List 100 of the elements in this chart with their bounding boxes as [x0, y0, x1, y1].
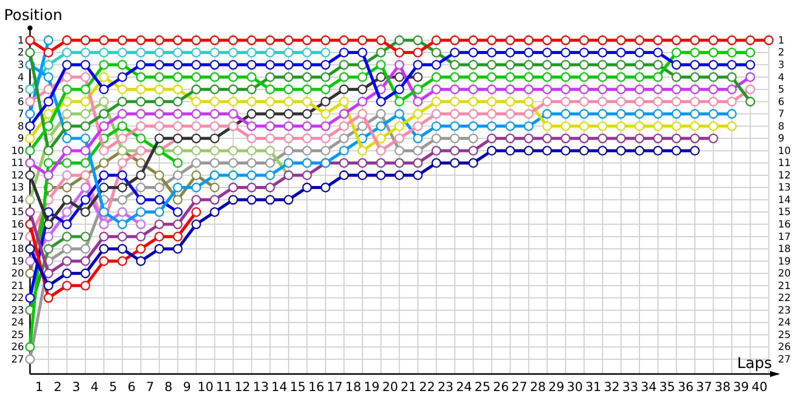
y2-tick-label: 8: [778, 121, 784, 132]
point: [376, 134, 386, 144]
point: [172, 146, 183, 156]
point: [431, 60, 442, 70]
point: [726, 60, 737, 70]
point: [62, 280, 72, 290]
point: [598, 72, 608, 82]
point: [505, 134, 516, 144]
point: [579, 72, 589, 82]
point: [25, 268, 35, 278]
point: [25, 146, 35, 156]
point: [44, 121, 54, 131]
point: [339, 170, 349, 180]
point: [25, 158, 35, 168]
y2-tick-label: 21: [778, 280, 791, 292]
x-tick-label: 10: [198, 378, 214, 394]
point: [154, 134, 164, 144]
point: [99, 121, 109, 131]
point: [339, 121, 349, 131]
point: [210, 182, 220, 192]
point: [358, 121, 368, 131]
point: [579, 84, 589, 94]
point: [542, 48, 552, 58]
point: [265, 96, 275, 106]
point: [62, 109, 72, 119]
x-tick-label: 11: [216, 378, 232, 394]
point: [246, 96, 256, 106]
point: [44, 158, 54, 168]
point: [708, 72, 718, 82]
point: [228, 72, 238, 82]
point: [708, 48, 718, 58]
point: [339, 72, 349, 82]
point: [468, 146, 478, 156]
point: [320, 60, 330, 70]
point: [394, 109, 404, 119]
point: [339, 96, 349, 106]
y2-tick-label: 17: [778, 232, 791, 243]
point: [44, 293, 54, 303]
point: [25, 354, 35, 364]
point: [634, 121, 644, 131]
point: [634, 48, 644, 58]
x-tick-label: 4: [90, 378, 99, 394]
point: [376, 146, 386, 156]
point: [99, 109, 109, 119]
y2-tick-label: 13: [778, 182, 791, 194]
point: [99, 84, 109, 94]
y2-tick-label: 12: [778, 170, 791, 182]
x-tick-label: 19: [364, 378, 380, 394]
point: [25, 48, 35, 58]
point: [191, 170, 202, 180]
point: [672, 96, 682, 106]
point: [745, 84, 756, 94]
point: [191, 194, 202, 205]
point: [468, 84, 478, 94]
point: [154, 60, 164, 70]
point: [302, 109, 312, 119]
point: [690, 96, 700, 106]
point: [450, 121, 460, 131]
point: [99, 146, 109, 156]
point: [302, 146, 312, 156]
point: [44, 232, 54, 242]
point: [154, 194, 164, 205]
y-tick-label: 23: [11, 305, 24, 316]
point: [99, 35, 109, 46]
point: [80, 35, 90, 46]
point: [44, 48, 54, 58]
point: [80, 194, 90, 205]
point: [25, 342, 35, 352]
point: [376, 170, 386, 180]
point: [320, 48, 330, 58]
point: [44, 96, 54, 106]
point: [154, 207, 164, 217]
point: [690, 72, 700, 82]
point: [634, 96, 644, 106]
point: [246, 84, 256, 94]
point: [672, 146, 682, 156]
point: [284, 96, 294, 106]
point: [413, 48, 423, 58]
point: [25, 194, 35, 205]
point: [154, 182, 164, 192]
point: [431, 35, 442, 46]
point: [302, 72, 312, 82]
point: [505, 96, 516, 106]
y2-tick-label: 22: [778, 293, 791, 304]
point: [320, 84, 330, 94]
point: [99, 48, 109, 58]
point: [358, 158, 368, 168]
point: [560, 60, 570, 70]
x-tick-label: 27: [511, 378, 528, 394]
point: [745, 72, 756, 82]
point: [524, 121, 534, 131]
point: [302, 60, 312, 70]
point: [246, 170, 256, 180]
point: [62, 268, 72, 278]
point: [25, 109, 35, 119]
x-tick-label: 37: [696, 378, 712, 394]
point: [62, 96, 72, 106]
point: [431, 134, 442, 144]
point: [284, 121, 294, 131]
point: [62, 244, 72, 254]
